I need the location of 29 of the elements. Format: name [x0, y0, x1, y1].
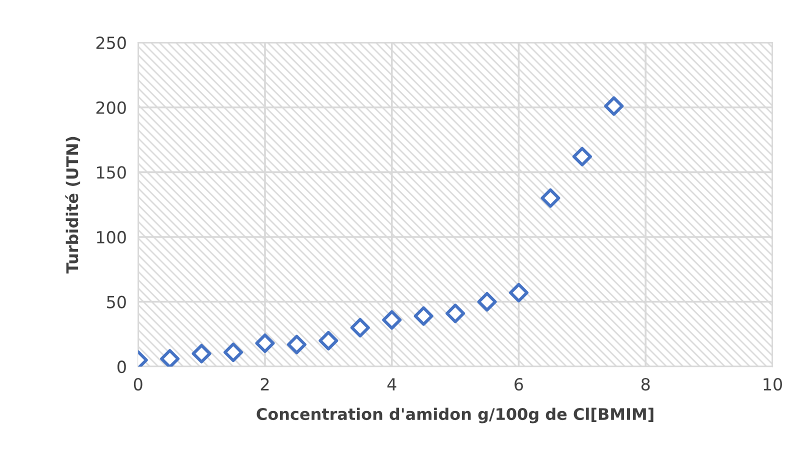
x-tick-label: 4 [387, 378, 396, 390]
point [318, 330, 338, 350]
point [350, 318, 370, 338]
point [604, 96, 624, 116]
x-tick-label: 8 [641, 378, 650, 391]
point [192, 344, 212, 364]
point [414, 306, 434, 326]
point [446, 304, 466, 324]
x-tick-label: 6 [514, 378, 523, 391]
y-tick-label: 250 [96, 36, 126, 50]
y-tick-label: 150 [97, 166, 126, 179]
point [382, 310, 402, 330]
x-tick-label: 2 [260, 378, 269, 390]
y-tick-label: 200 [96, 101, 126, 114]
x-axis-title: Concentration d'amidon g/100g de Cl[BMIM] [256, 408, 654, 424]
point [286, 334, 306, 354]
point [540, 188, 560, 208]
point [508, 282, 528, 302]
point [477, 292, 497, 312]
point [572, 146, 592, 166]
y-tick-label: 50 [107, 296, 126, 308]
point [160, 349, 180, 367]
point [255, 334, 275, 353]
x-tick-label: 0 [134, 378, 142, 391]
point [224, 342, 244, 362]
y-axis-title: Turbidité (UTN) [65, 136, 80, 274]
y-tick-label: 100 [97, 230, 126, 244]
x-tick-label: 10 [764, 378, 782, 391]
y-tick-label: 0 [118, 360, 126, 374]
